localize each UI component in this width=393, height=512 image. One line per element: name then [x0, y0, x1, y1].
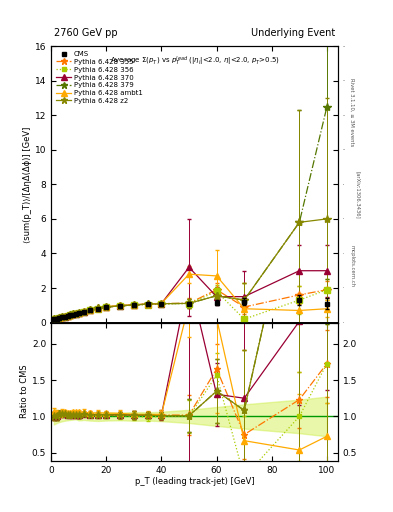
Text: Average $\Sigma(p_T)$ vs $p_T^{lead}$ ($|\eta_l|$<2.0, $\eta|$<2.0, $p_T$>0.5): Average $\Sigma(p_T)$ vs $p_T^{lead}$ ($… — [110, 54, 279, 68]
Text: [arXiv:1306.3436]: [arXiv:1306.3436] — [355, 170, 360, 219]
Y-axis label: ⟨sum(p_T)⟩/[ΔηΔ(Δϕ)] [GeV]: ⟨sum(p_T)⟩/[ΔηΔ(Δϕ)] [GeV] — [23, 126, 32, 243]
Y-axis label: Ratio to CMS: Ratio to CMS — [20, 365, 29, 418]
Text: Rivet 3.1.10, ≥ 3M events: Rivet 3.1.10, ≥ 3M events — [349, 78, 354, 147]
Text: Underlying Event: Underlying Event — [251, 28, 335, 38]
Text: 2760 GeV pp: 2760 GeV pp — [54, 28, 118, 38]
Text: mcplots.cern.ch: mcplots.cern.ch — [349, 245, 354, 287]
X-axis label: p_T (leading track-jet) [GeV]: p_T (leading track-jet) [GeV] — [135, 477, 254, 486]
Legend: CMS, Pythia 6.428 355, Pythia 6.428 356, Pythia 6.428 370, Pythia 6.428 379, Pyt: CMS, Pythia 6.428 355, Pythia 6.428 356,… — [55, 50, 144, 105]
